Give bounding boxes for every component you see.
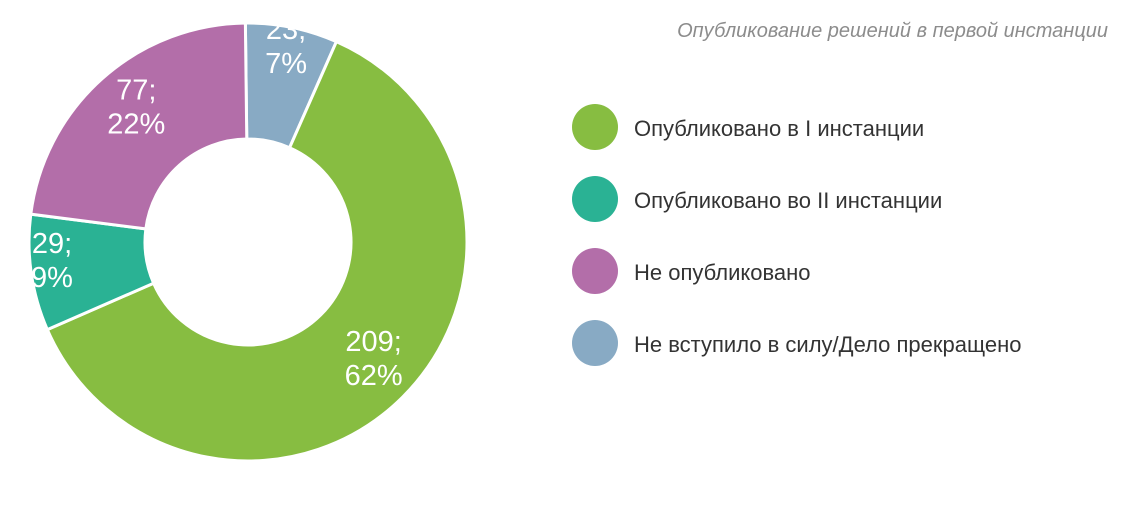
legend-item-not-in-force: Не вступило в силу/Дело прекращено (572, 320, 1132, 368)
legend-label: Опубликовано во II инстанции (634, 188, 943, 213)
legend: Опубликовано в I инстанции Опубликовано … (572, 104, 1132, 392)
slice-data-label: 23; 7% (265, 14, 307, 80)
donut-slice (45, 39, 469, 463)
legend-label: Не вступило в силу/Дело прекращено (634, 332, 1022, 357)
chart-title: Опубликование решений в первой инстанции (677, 20, 1108, 42)
legend-swatch (572, 104, 618, 150)
donut-slice (29, 21, 249, 231)
legend-label: Опубликовано в I инстанции (634, 116, 925, 141)
legend-swatch (572, 176, 618, 222)
slice-data-label: 77; 22% (107, 75, 165, 141)
legend-item-published-first-instance: Опубликовано в I инстанции (572, 104, 1132, 152)
legend-swatch (572, 248, 618, 294)
legend-item-published-second-instance: Опубликовано во II инстанции (572, 176, 1132, 224)
donut-chart: 23; 7% 209; 62% 29; 9% 77; 22% (27, 14, 469, 463)
legend-item-not-published: Не опубликовано (572, 248, 1132, 296)
legend-swatch (572, 320, 618, 366)
slice-data-label: 209; 62% (345, 326, 403, 392)
slice-data-label: 29; 9% (31, 228, 73, 294)
legend-label: Не опубликовано (634, 260, 811, 285)
